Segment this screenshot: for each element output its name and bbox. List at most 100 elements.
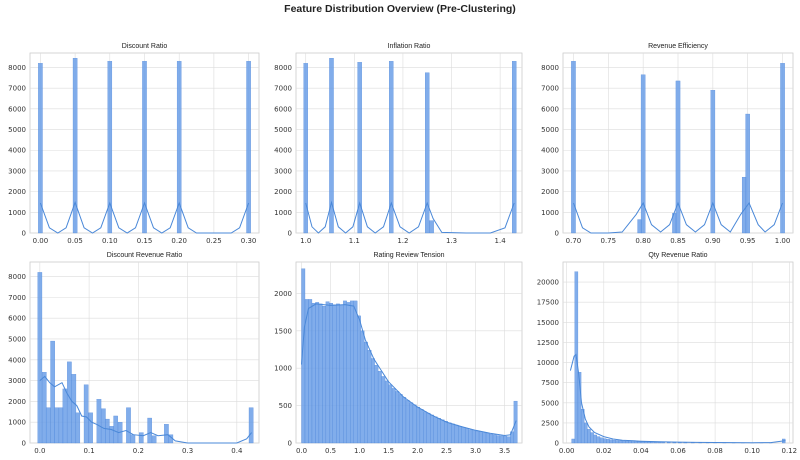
y-tick-label: 6000 <box>8 315 26 323</box>
histogram-bar <box>650 441 654 444</box>
y-tick-label: 0 <box>555 230 559 238</box>
histogram-bar <box>357 62 362 234</box>
histogram-bar <box>405 400 410 444</box>
y-tick-label: 15000 <box>537 319 559 327</box>
histogram-bar <box>496 435 501 444</box>
histogram-bar <box>780 63 785 234</box>
histogram-bar <box>113 415 118 444</box>
x-tick-label: 0.3 <box>182 447 193 455</box>
subplot-title: Discount Ratio <box>122 43 168 50</box>
histogram-bar <box>370 358 375 444</box>
subplot-title: Inflation Ratio <box>388 43 431 50</box>
kde-line <box>573 201 783 234</box>
histogram-bar <box>440 419 445 444</box>
y-tick-label: 8000 <box>274 64 292 72</box>
histogram-bar <box>339 305 344 444</box>
histogram-bar <box>475 430 480 444</box>
histogram-bar <box>506 436 511 444</box>
histogram-bar <box>430 414 434 444</box>
histogram-bar <box>628 441 632 444</box>
kde-line <box>39 375 252 444</box>
x-tick-label: 2.0 <box>412 447 423 455</box>
x-tick-label: 0.12 <box>781 447 797 455</box>
x-tick-label: 0.85 <box>670 237 686 245</box>
histogram-bar <box>336 303 340 444</box>
histogram-bar <box>329 58 334 234</box>
histogram-bar <box>395 391 400 444</box>
y-tick-label: 20000 <box>537 279 559 287</box>
histogram-bar <box>618 440 623 444</box>
histogram-bar <box>391 388 396 444</box>
x-tick-label: 0.00 <box>559 447 575 455</box>
histogram-bar <box>248 407 254 444</box>
y-tick-label: 0 <box>22 230 26 238</box>
subplot-3: Revenue Efficiency 0.70 0.75 0.80 0.85 0.90 0.… <box>541 43 794 245</box>
histogram-bar <box>142 61 147 234</box>
histogram-bar <box>425 72 430 234</box>
histogram-bar <box>571 438 575 444</box>
y-tick-label: 3000 <box>274 167 292 175</box>
histogram-bar <box>637 441 642 444</box>
histogram-bar <box>96 399 102 444</box>
x-tick-label: 0.0 <box>296 447 307 455</box>
y-tick-label: 2000 <box>541 188 559 196</box>
subplot-4: Discount Revenue Ratio 0.0 0.1 0.2 0.3 0.4 0 10… <box>8 252 260 455</box>
histogram-bar <box>615 440 620 444</box>
histogram-bar <box>126 407 131 444</box>
x-tick-label: 0.2 <box>133 447 144 455</box>
histogram-bar <box>105 418 110 444</box>
y-tick-label: 1000 <box>8 419 26 427</box>
y-tick-label: 4000 <box>274 147 292 155</box>
subplot-title: Revenue Efficiency <box>648 43 708 50</box>
histogram-bar <box>62 388 68 444</box>
histogram-bar <box>458 426 462 444</box>
histogram-bar <box>130 434 136 444</box>
histogram-bar <box>640 74 646 234</box>
histogram-bar <box>492 434 497 444</box>
y-tick-label: 6000 <box>8 105 26 113</box>
histogram-bar <box>468 429 473 444</box>
histogram-bar <box>416 406 421 444</box>
x-tick-label: 0.06 <box>670 447 686 455</box>
x-tick-label: 0.04 <box>633 447 649 455</box>
histogram-bar <box>311 302 316 444</box>
histogram-bar <box>590 432 594 444</box>
x-tick-label: 3.5 <box>499 447 510 455</box>
x-tick-label: 0.95 <box>740 237 756 245</box>
histogram-bar <box>322 305 327 444</box>
histogram-bar <box>107 61 113 234</box>
kde-line <box>305 200 515 234</box>
x-tick-label: 1.0 <box>354 447 365 455</box>
y-tick-label: 2500 <box>541 419 559 427</box>
histogram-bar <box>246 61 251 234</box>
x-tick-label: 0.20 <box>171 237 187 245</box>
y-tick-label: 500 <box>279 402 292 410</box>
y-tick-label: 4000 <box>8 356 26 364</box>
figure-title: Feature Distribution Overview (Pre-Clust… <box>284 3 516 15</box>
y-tick-label: 2000 <box>274 290 292 298</box>
y-tick-label: 3000 <box>8 167 26 175</box>
histogram-bar <box>599 437 604 444</box>
histogram-bar <box>464 428 469 444</box>
histogram-bar <box>176 61 182 234</box>
histogram-bar <box>343 300 347 444</box>
histogram-bar <box>402 397 407 444</box>
histogram-bar <box>357 315 361 444</box>
y-tick-label: 10000 <box>537 359 559 367</box>
histogram-bar <box>54 407 59 444</box>
histogram-bar <box>67 361 72 444</box>
histogram-bar <box>451 423 455 444</box>
x-tick-label: 0.05 <box>67 237 83 245</box>
histogram-bar <box>353 300 358 444</box>
x-tick-label: 0.02 <box>596 447 612 455</box>
y-tick-label: 1500 <box>274 327 292 335</box>
subplot-2: Inflation Ratio 1.0 1.1 1.2 1.3 1.4 0 1000 2000 3… <box>274 43 523 245</box>
x-tick-label: 1.00 <box>775 237 791 245</box>
x-tick-label: 0.75 <box>601 237 617 245</box>
histogram-bar <box>101 408 106 444</box>
histogram-bar <box>350 300 354 444</box>
histogram-bar <box>675 80 681 234</box>
histogram-bar <box>45 407 51 444</box>
histogram-bar <box>374 365 379 444</box>
x-tick-label: 0.80 <box>635 237 651 245</box>
